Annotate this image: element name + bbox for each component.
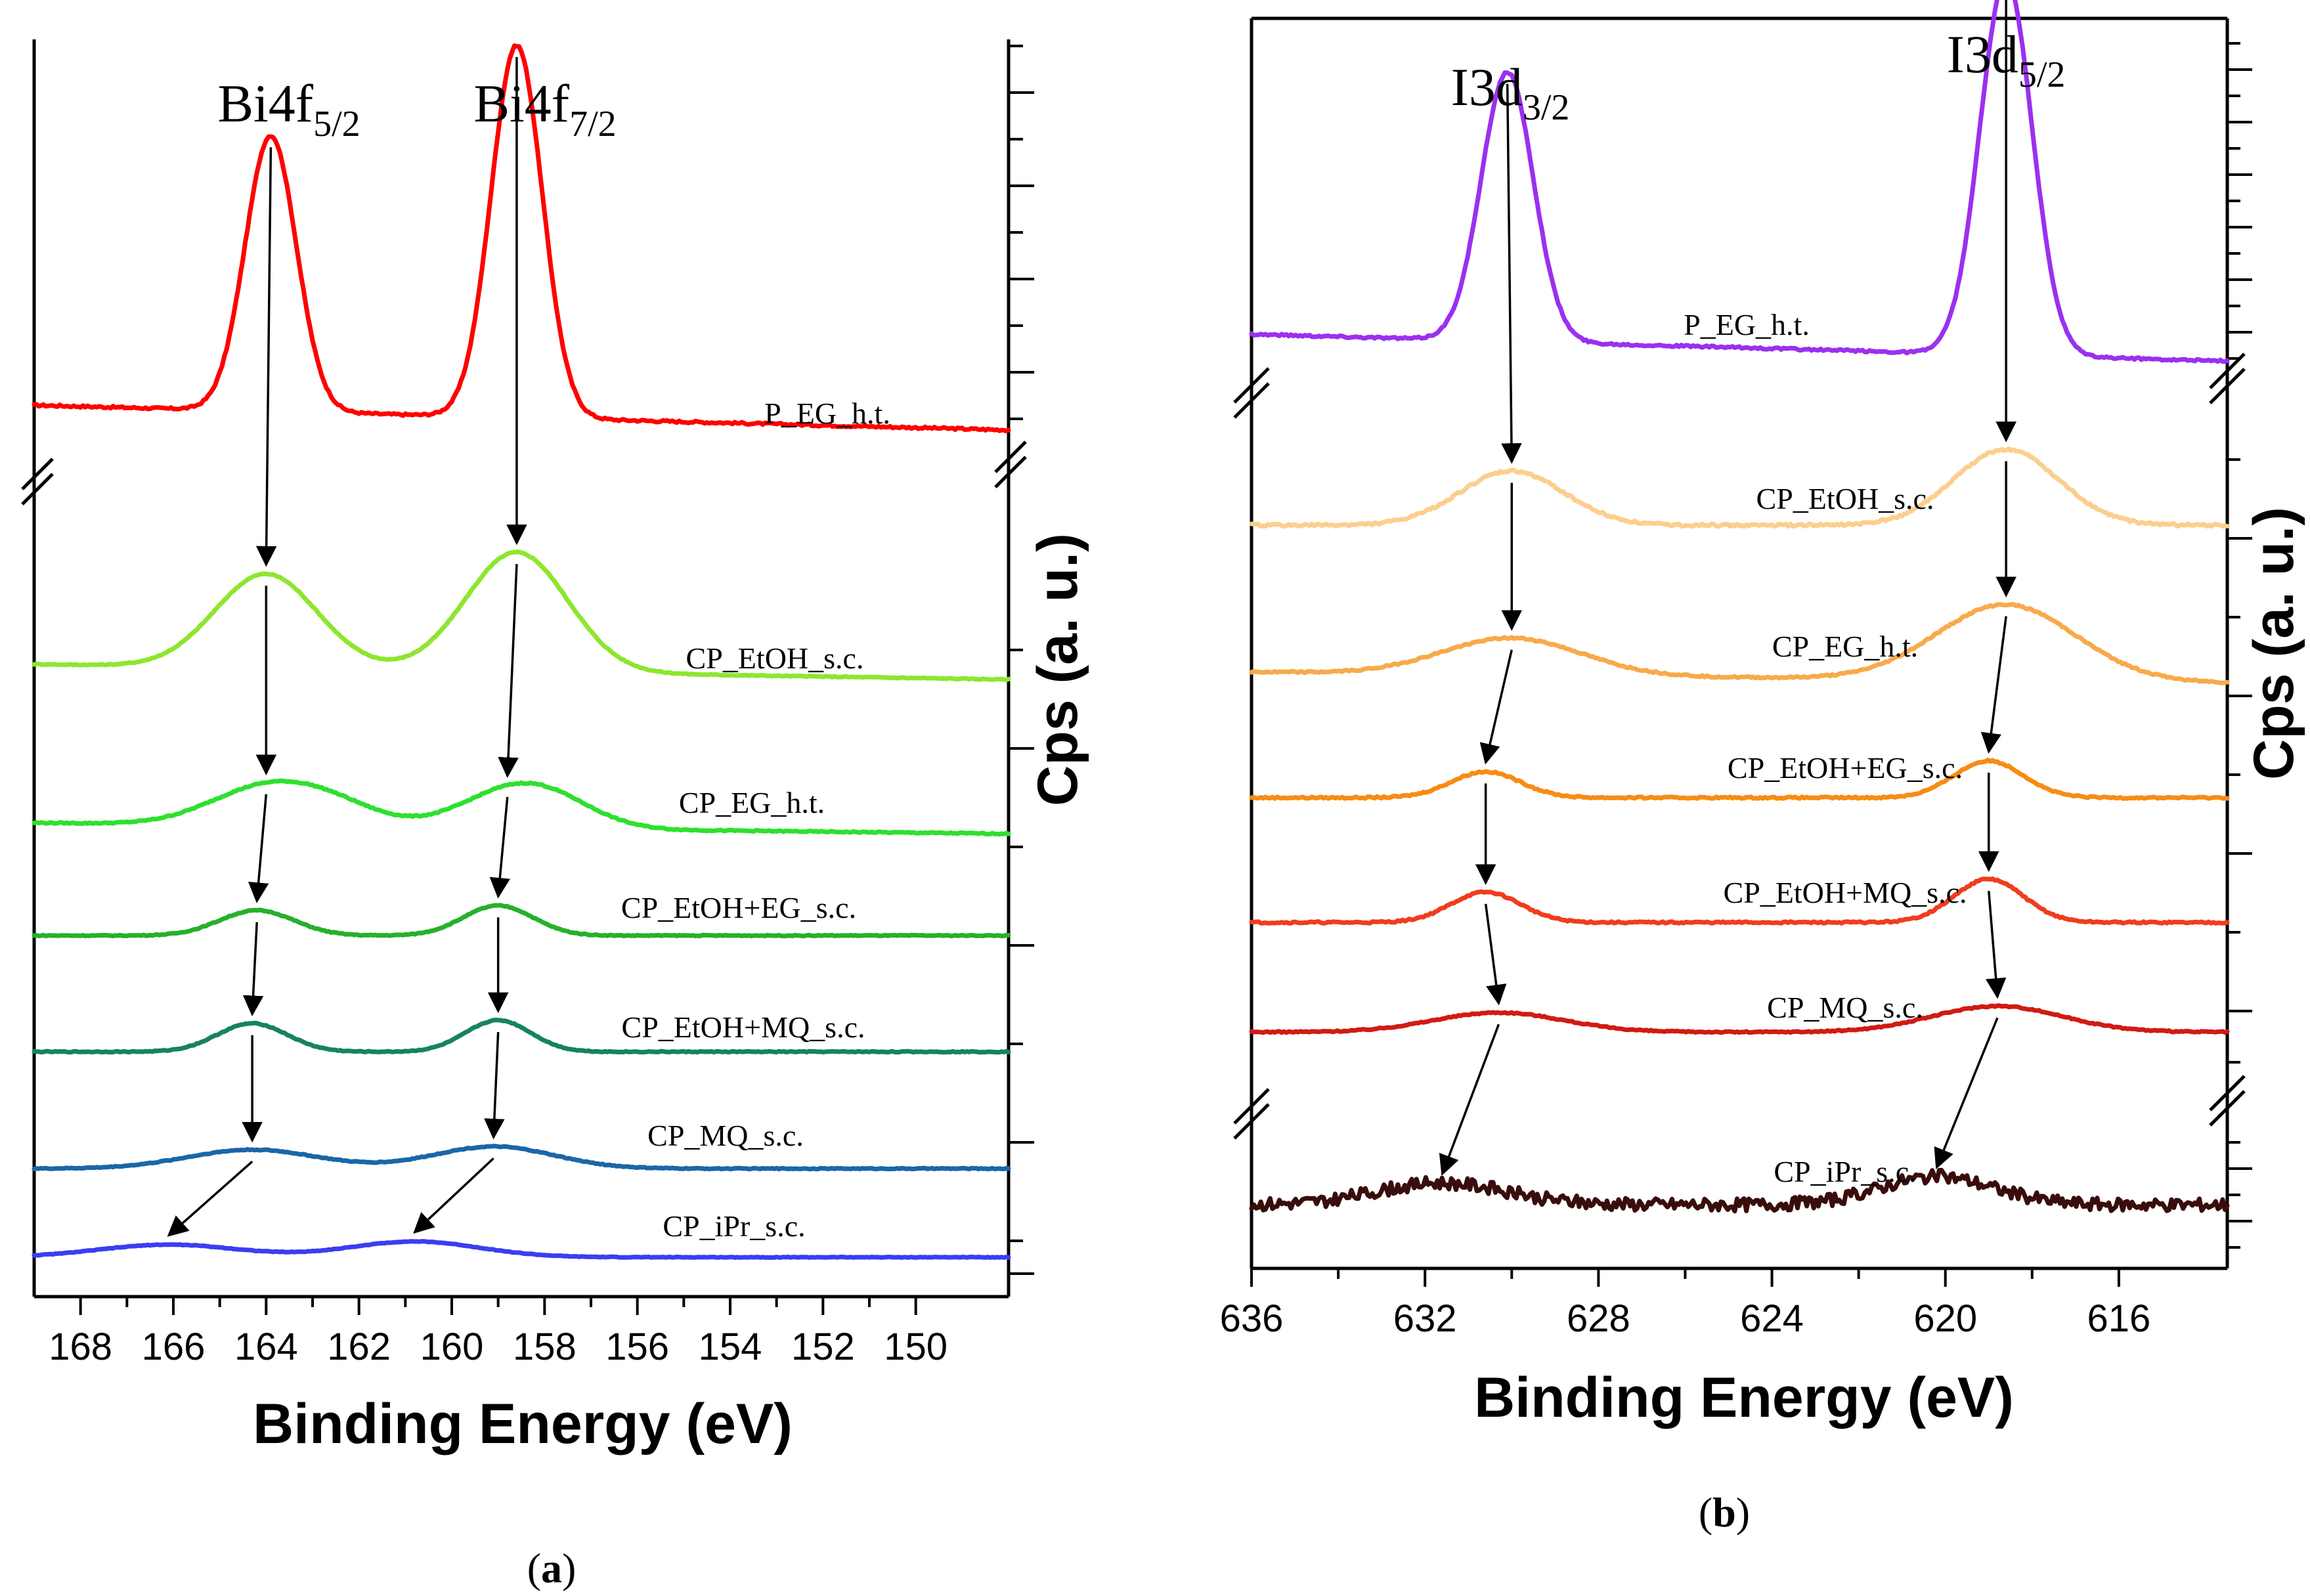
series-line — [1249, 601, 2230, 685]
series-line — [32, 43, 1011, 433]
curves-b — [1249, 0, 2230, 1214]
axis-break-b-left-4 — [1233, 1088, 1270, 1125]
x-tick-label: 616 — [2087, 1297, 2150, 1340]
shift-arrow — [167, 1160, 253, 1237]
panel-label-a: (a) — [527, 1545, 577, 1591]
peak-label: Bi4f5/2 — [217, 74, 360, 144]
shift-arrow — [242, 922, 264, 1016]
peak-labels-a: Bi4f5/2 Bi4f7/2 — [217, 74, 616, 144]
axis-break-b-left-1 — [1233, 382, 1270, 419]
shift-arrow — [1484, 903, 1507, 1006]
shift-arrow — [413, 1157, 494, 1234]
x-tick-label: 160 — [420, 1326, 484, 1368]
x-tick-label: 158 — [513, 1326, 577, 1368]
series-labels-a: P_EG_h.t. CP_EtOH_s.c. CP_EG_h.t. CP_EtOH+E… — [621, 397, 890, 1243]
axis-break-left-1 — [21, 473, 54, 506]
panel-label-b: (b) — [1699, 1489, 1750, 1536]
series-line — [32, 903, 1011, 939]
axis-break-right-1 — [994, 456, 1027, 488]
x-tick-label: 620 — [1913, 1297, 1977, 1340]
shift-arrow — [489, 796, 510, 899]
shift-arrow — [255, 147, 277, 567]
axis-break-right-2 — [994, 441, 1027, 473]
series-line — [1249, 0, 2230, 364]
x-tick-label: 150 — [884, 1326, 948, 1368]
series-line — [1249, 876, 2230, 926]
x-axis-title-b: Binding Energy (eV) — [1474, 1366, 2014, 1429]
x-tick-label: 636 — [1220, 1297, 1284, 1340]
axis-break-left-2 — [21, 458, 54, 490]
axis-break-b-right-4 — [2209, 1075, 2246, 1111]
x-tick-label: 624 — [1740, 1297, 1804, 1340]
y-axis-title-b: Cps (a. u.) — [2242, 507, 2305, 780]
x-axis-title-a: Binding Energy (eV) — [253, 1392, 793, 1456]
right-axis-ticks — [1009, 45, 1034, 1275]
x-tick-label: 156 — [605, 1326, 669, 1368]
x-tick-label: 632 — [1393, 1297, 1457, 1340]
series-label: CP_EtOH+MQ_s.c. — [1724, 876, 1967, 909]
curves-a — [32, 43, 1011, 1260]
shift-arrow — [1501, 83, 1522, 464]
series-label: CP_EG_h.t. — [679, 786, 825, 819]
axis-break-b-right-3 — [2209, 1090, 2246, 1127]
series-label: CP_iPr_s.c. — [1774, 1155, 1916, 1188]
series-line — [32, 1018, 1011, 1055]
x-tick-label: 164 — [234, 1326, 298, 1368]
series-line — [1249, 1167, 2230, 1214]
panel-a: 168 166 164 162 160 158 156 154 152 150 P_EG_h.t.… — [21, 39, 1089, 1591]
peak-label: I3d3/2 — [1451, 57, 1570, 128]
axis-break-b-right-1 — [2209, 368, 2246, 404]
x-tick-label: 166 — [142, 1326, 206, 1368]
x-tick-label: 162 — [327, 1326, 391, 1368]
shift-arrow — [1980, 616, 2007, 754]
x-ticks-b: 636 632 628 624 620 616 — [1220, 1268, 2150, 1340]
shift-arrow — [498, 564, 519, 779]
shift-arrow — [484, 1031, 505, 1140]
series-line — [1249, 1003, 2230, 1035]
series-line — [1249, 758, 2230, 801]
series-line — [32, 778, 1011, 837]
series-label: CP_EtOH_s.c. — [686, 641, 864, 675]
series-label: CP_MQ_s.c. — [1767, 991, 1923, 1024]
x-tick-label: 628 — [1567, 1297, 1630, 1340]
series-label: CP_iPr_s.c. — [663, 1209, 805, 1243]
x-tick-label: 152 — [791, 1326, 855, 1368]
arrows-a — [167, 56, 527, 1237]
x-ticks-a: 168 166 164 162 160 158 156 154 152 150 — [49, 1297, 948, 1368]
panel-letter-b: b — [1712, 1489, 1736, 1536]
series-label: P_EG_h.t. — [1684, 308, 1810, 341]
axis-break-b-left-3 — [1233, 1103, 1270, 1140]
series-label: CP_EtOH+MQ_s.c. — [622, 1010, 865, 1044]
series-label: P_EG_h.t. — [764, 397, 890, 430]
shift-arrow — [1439, 1024, 1500, 1176]
right-axis-ticks-b — [2227, 42, 2252, 1249]
axis-break-b-left-2 — [1233, 367, 1270, 404]
series-line — [1249, 446, 2230, 529]
shift-arrow — [1934, 1017, 1999, 1170]
x-tick-label: 168 — [49, 1326, 112, 1368]
shift-arrow — [1479, 649, 1513, 765]
series-label: CP_EtOH+EG_s.c. — [1728, 751, 1963, 785]
series-line — [32, 1144, 1011, 1172]
panel-b: 636 632 628 624 620 616 P_EG_h.t. CP_EtOH_s.c.… — [1220, 0, 2305, 1536]
x-tick-label: 154 — [699, 1326, 762, 1368]
shift-arrow — [1985, 890, 2007, 999]
series-line — [32, 1239, 1011, 1260]
series-label: CP_EG_h.t. — [1772, 630, 1918, 663]
series-line — [32, 550, 1011, 683]
arrows-b — [1439, 0, 2016, 1176]
peak-labels-b: I3d3/2 I3d5/2 — [1451, 24, 2066, 128]
series-label: CP_EtOH_s.c. — [1756, 482, 1934, 515]
peak-label: Bi4f7/2 — [473, 74, 616, 144]
series-labels-b: P_EG_h.t. CP_EtOH_s.c. CP_EG_h.t. CP_EtOH+E… — [1684, 308, 1967, 1188]
shift-arrow — [248, 794, 269, 903]
y-axis-title-a: Cps (a. u.) — [1026, 533, 1089, 806]
series-label: CP_MQ_s.c. — [647, 1119, 804, 1152]
series-label: CP_EtOH+EG_s.c. — [621, 891, 856, 924]
peak-label: I3d5/2 — [1947, 24, 2066, 95]
panel-letter-a: a — [541, 1545, 562, 1591]
